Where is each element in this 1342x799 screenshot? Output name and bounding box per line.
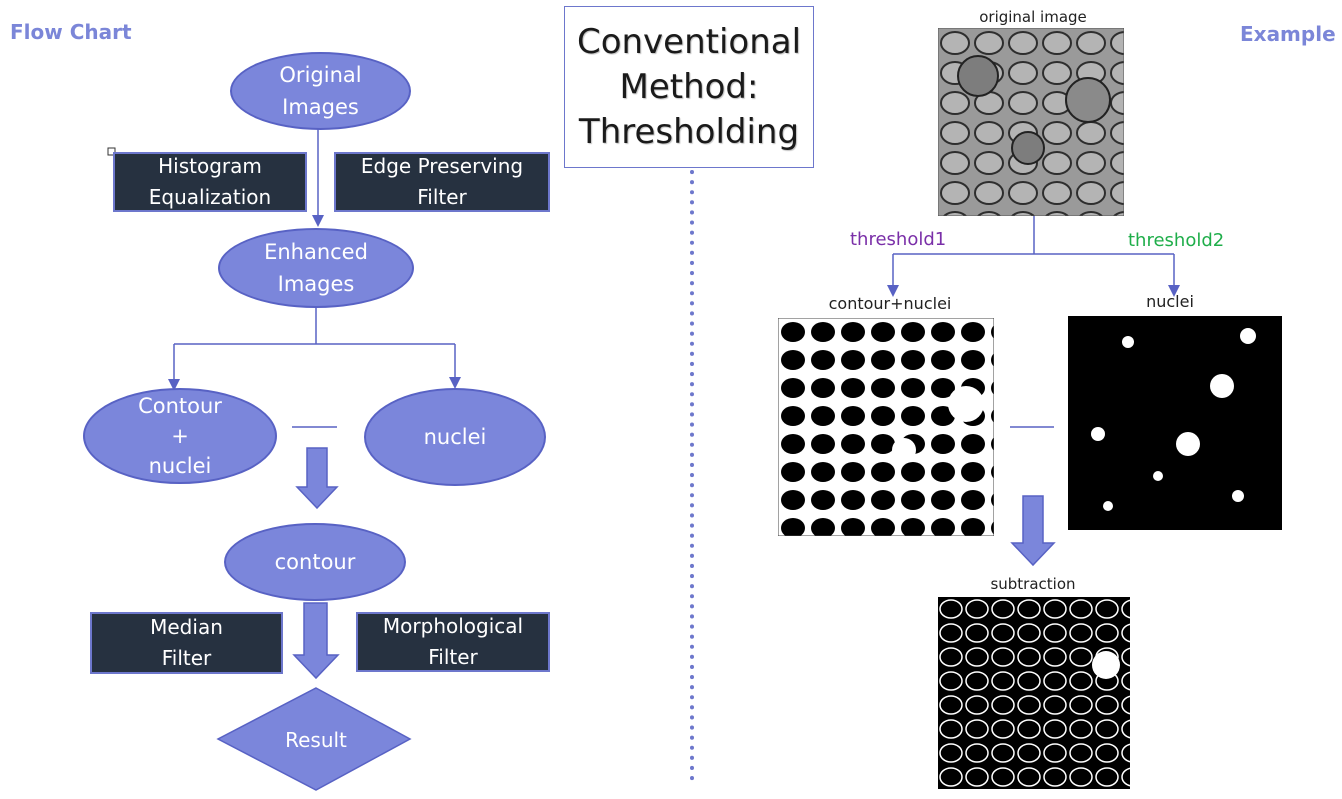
histogram-line1: Histogram — [158, 154, 262, 178]
histogram-line2: Equalization — [148, 185, 272, 209]
contour-nuclei-image-label: contour+nuclei — [828, 294, 952, 313]
original-images-node: Original Images — [230, 52, 411, 130]
contour-nuclei-image — [778, 318, 994, 536]
contour-node: contour — [224, 523, 406, 601]
nuclei-node: nuclei — [364, 388, 546, 486]
enhanced-images-line2: Images — [277, 272, 355, 296]
title-line3: Thresholding — [578, 111, 800, 152]
median-filter-box: Median Filter — [90, 612, 283, 674]
original-images-line1: Original — [279, 63, 362, 87]
original-images-line2: Images — [282, 95, 359, 119]
original-image-label: original image — [979, 8, 1087, 26]
down-arrow-1 — [295, 447, 339, 510]
median-line1: Median — [150, 615, 223, 639]
nuclei-label: nuclei — [423, 425, 487, 449]
histogram-equalization-box: Histogram Equalization — [113, 152, 307, 212]
contour-nuclei-node: Contour + nuclei — [83, 388, 277, 484]
median-line2: Filter — [161, 646, 212, 670]
morph-line2: Filter — [428, 645, 478, 669]
example-heading: Example — [1240, 22, 1336, 46]
title-line1: Conventional — [576, 21, 802, 62]
result-label: Result — [285, 728, 347, 752]
morphological-filter-box: Morphological Filter — [356, 612, 550, 672]
enhanced-images-node: Enhanced Images — [218, 228, 414, 308]
example-down-arrow — [1010, 495, 1056, 567]
threshold1-label: threshold1 — [850, 229, 947, 250]
threshold2-label: threshold2 — [1128, 230, 1225, 251]
title-line2: Method: — [619, 66, 759, 107]
contour-nuclei-line2: + — [171, 424, 189, 448]
subtraction-image-label: subtraction — [990, 575, 1076, 593]
contour-label: contour — [274, 550, 356, 574]
edge-filter-line2: Filter — [417, 185, 467, 209]
enhanced-images-line1: Enhanced — [264, 240, 368, 264]
contour-nuclei-line1: Contour — [138, 394, 222, 418]
down-arrow-2 — [292, 602, 340, 680]
edge-preserving-filter-box: Edge Preserving Filter — [334, 152, 550, 212]
selection-handle — [107, 147, 116, 156]
nuclei-image — [1068, 316, 1282, 530]
result-diamond — [216, 687, 412, 791]
flow-chart-heading: Flow Chart — [10, 20, 132, 44]
edge-filter-line1: Edge Preserving — [360, 154, 524, 178]
subtraction-image — [938, 597, 1130, 789]
morph-line1: Morphological — [382, 614, 524, 638]
nuclei-image-label: nuclei — [1146, 292, 1194, 311]
method-title-box: Conventional Method: Thresholding — [564, 6, 814, 168]
original-image — [938, 28, 1124, 216]
contour-nuclei-line3: nuclei — [148, 454, 212, 478]
